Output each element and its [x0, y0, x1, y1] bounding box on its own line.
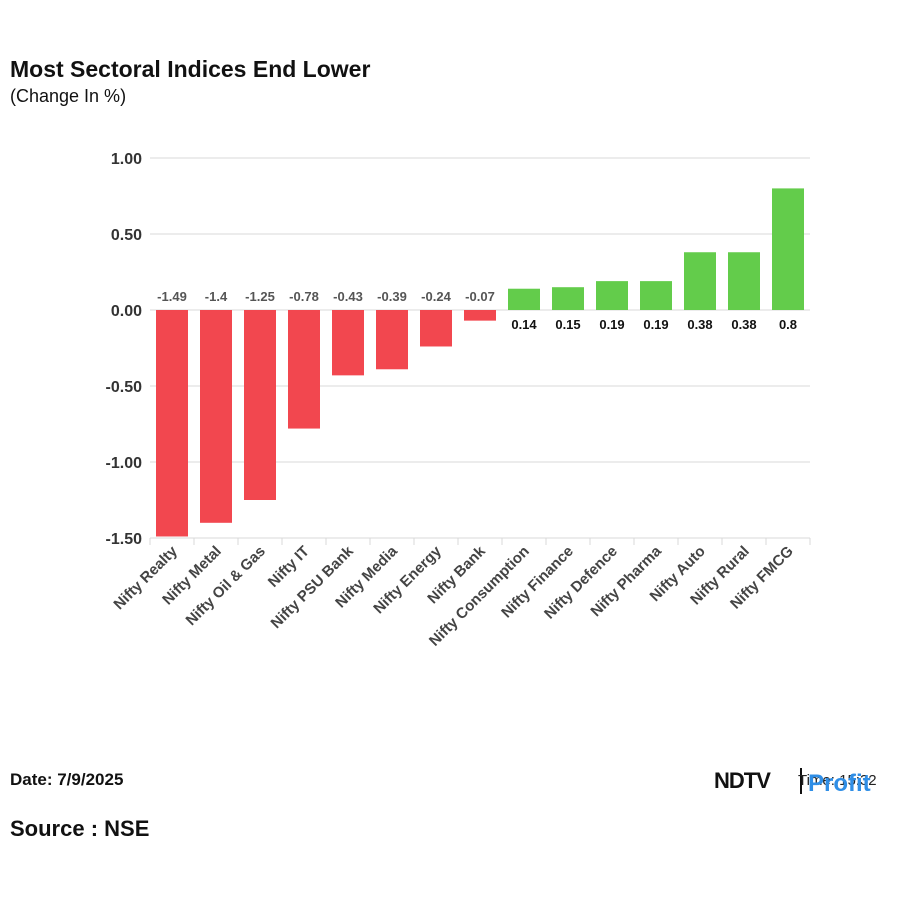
data-labels: -1.49 -1.4 -1.25 -0.78 -0.43 -0.39 -0.24 -0.07 0… [157, 289, 797, 332]
source-label: Source : NSE [10, 816, 150, 841]
logo-separator [800, 768, 802, 794]
logo-brand: NDTV [714, 768, 771, 793]
y-tick-label: 0.00 [111, 303, 142, 320]
data-label: 0.38 [687, 317, 712, 332]
bar-nifty-consumption [508, 288, 540, 310]
bar-nifty-realty [156, 310, 188, 537]
x-tick-label: Nifty Oil & Gas [183, 543, 269, 629]
bar-nifty-media [376, 310, 408, 370]
data-label: -1.25 [245, 289, 275, 304]
y-tick-label: 1.00 [111, 151, 142, 168]
data-label: 0.19 [599, 317, 624, 332]
bar-nifty-rural [728, 252, 760, 310]
data-label: 0.19 [643, 317, 668, 332]
data-label: -1.49 [157, 289, 187, 304]
time-label: Time: 15:32 [798, 772, 877, 789]
bar-nifty-metal [200, 310, 232, 523]
bar-nifty-finance [552, 287, 584, 310]
data-label: -0.24 [421, 289, 451, 304]
bars [156, 188, 804, 537]
bar-nifty-pharma [640, 281, 672, 310]
date-label: Date: 7/9/2025 [10, 770, 124, 789]
y-tick-label: -0.50 [106, 379, 143, 396]
data-label: -1.4 [205, 289, 228, 304]
data-label: -0.78 [289, 289, 319, 304]
chart-subtitle: (Change In %) [10, 86, 127, 106]
data-label: -0.43 [333, 289, 363, 304]
ndtv-profit-logo: NDTV Time: 15:32 Profit [714, 766, 894, 802]
data-label: 0.8 [779, 317, 797, 332]
data-label: -0.07 [465, 289, 495, 304]
data-label: 0.14 [511, 317, 537, 332]
data-label: 0.15 [555, 317, 580, 332]
logo-sub: Profit [808, 770, 871, 797]
bar-nifty-defence [596, 281, 628, 310]
bar-nifty-psu-bank [332, 310, 364, 376]
bar-nifty-it [288, 310, 320, 429]
bar-nifty-energy [420, 310, 452, 347]
chart-title: Most Sectoral Indices End Lower [10, 56, 371, 82]
data-label: 0.38 [731, 317, 756, 332]
bar-nifty-bank [464, 310, 496, 321]
bar-nifty-fmcg [772, 188, 804, 310]
bar-nifty-auto [684, 252, 716, 310]
bar-nifty-oil-gas [244, 310, 276, 500]
bar-chart: 1.000.500.00-0.50-1.00-1.50 -1.49 -1.4 -1.… [106, 151, 811, 650]
data-label: -0.39 [377, 289, 407, 304]
y-axis-ticks: 1.00 0.50 0.00 -0.50 -1.00 -1.50 [106, 151, 143, 548]
y-tick-label: 0.50 [111, 227, 142, 244]
y-tick-label: -1.00 [106, 455, 143, 472]
y-tick-label: -1.50 [106, 531, 143, 548]
